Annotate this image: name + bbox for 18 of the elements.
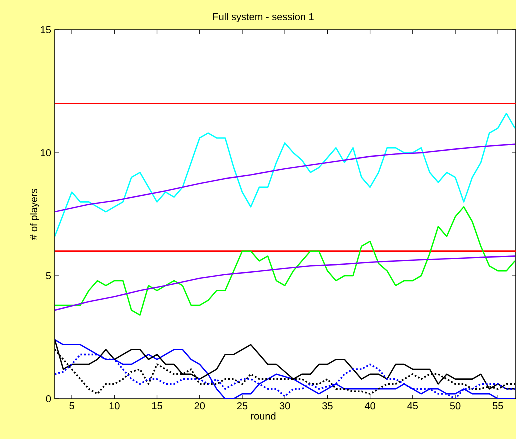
x-tick-label: 35: [322, 402, 333, 410]
y-axis-title: # of players: [30, 189, 40, 240]
x-axis-title: round: [251, 412, 276, 420]
x-tick-label: 20: [194, 402, 206, 410]
y-tick-label: 10: [41, 149, 52, 157]
x-tick-label: 45: [408, 402, 418, 410]
y-tick-label: 0: [46, 395, 52, 403]
x-tick-label: 30: [280, 402, 290, 410]
x-tick-label: 5: [70, 402, 74, 410]
x-tick-label: 15: [152, 402, 162, 410]
y-tick-label: 15: [41, 26, 52, 34]
chart-title: Full system - session 1: [213, 13, 314, 22]
x-tick-label: 55: [492, 402, 504, 410]
x-tick-label: 40: [364, 402, 376, 410]
x-tick-label: 25: [237, 402, 248, 410]
x-tick-label: 10: [110, 402, 120, 410]
x-tick-label: 50: [450, 402, 461, 410]
y-tick-label: 5: [46, 272, 52, 280]
